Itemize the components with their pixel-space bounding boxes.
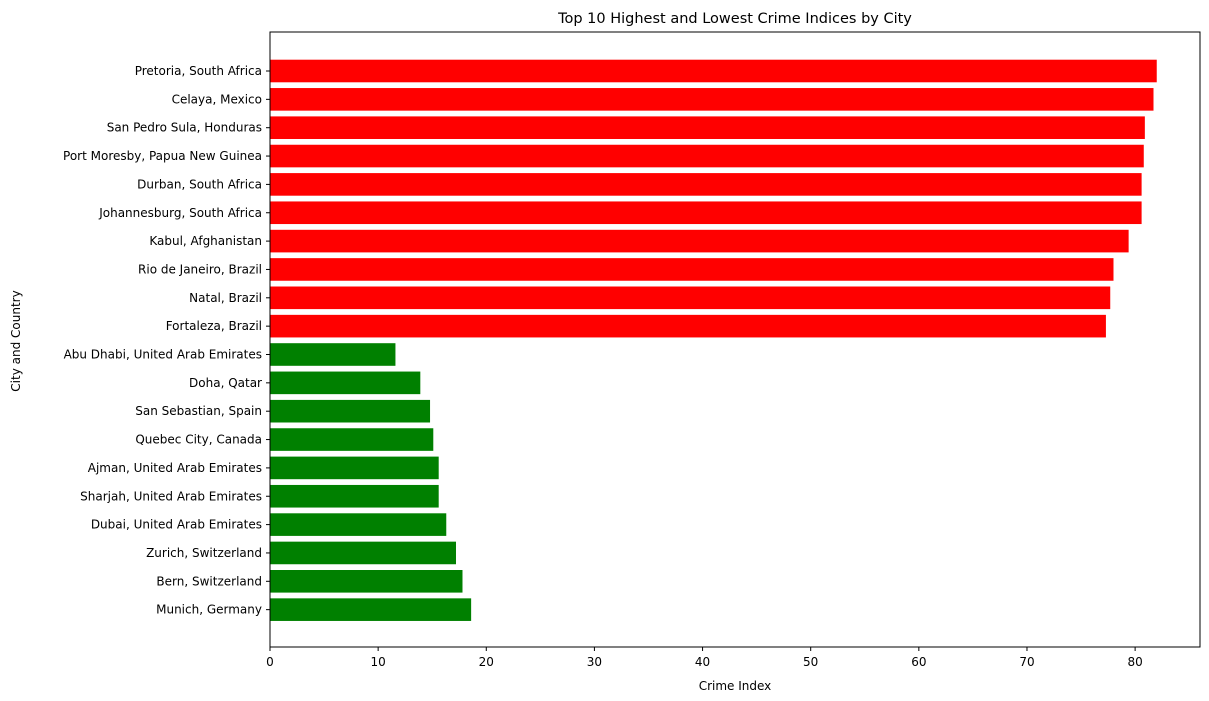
bar-high bbox=[270, 258, 1114, 281]
chart-title: Top 10 Highest and Lowest Crime Indices … bbox=[557, 11, 912, 27]
x-axis-title: Crime Index bbox=[699, 679, 772, 693]
y-tick-label: Ajman, United Arab Emirates bbox=[88, 461, 262, 475]
x-tick-label: 20 bbox=[479, 655, 494, 669]
x-tick-label: 80 bbox=[1127, 655, 1142, 669]
bar-low bbox=[270, 343, 396, 366]
x-tick-label: 50 bbox=[803, 655, 818, 669]
bar-high bbox=[270, 144, 1144, 168]
y-tick-label: Doha, Qatar bbox=[189, 376, 262, 390]
bar-low bbox=[270, 428, 434, 451]
y-tick-label: San Sebastian, Spain bbox=[135, 404, 262, 418]
y-tick-label: Munich, Germany bbox=[156, 603, 262, 617]
bars-group bbox=[270, 59, 1157, 621]
y-axis-title: City and Country bbox=[9, 290, 23, 391]
y-tick-label: Port Moresby, Papua New Guinea bbox=[63, 149, 262, 163]
bar-low bbox=[270, 484, 439, 508]
bar-low bbox=[270, 513, 447, 536]
y-tick-label: Rio de Janeiro, Brazil bbox=[138, 262, 262, 276]
x-axis-ticks: 0 10 20 30 40 50 60 70 80 bbox=[266, 647, 1143, 669]
y-axis-ticks: Pretoria, South Africa Celaya, Mexico San … bbox=[63, 64, 270, 617]
y-tick-label: Johannesburg, South Africa bbox=[98, 206, 262, 220]
x-tick-label: 0 bbox=[266, 655, 274, 669]
y-tick-label: Pretoria, South Africa bbox=[135, 64, 262, 78]
y-tick-label: Sharjah, United Arab Emirates bbox=[80, 489, 262, 503]
y-tick-label: Kabul, Afghanistan bbox=[149, 234, 262, 248]
y-tick-label: Bern, Switzerland bbox=[156, 574, 262, 588]
y-tick-label: San Pedro Sula, Honduras bbox=[107, 121, 262, 135]
y-tick-label: Celaya, Mexico bbox=[172, 92, 262, 106]
bar-low bbox=[270, 598, 472, 621]
y-tick-label: Durban, South Africa bbox=[137, 177, 262, 191]
x-tick-label: 10 bbox=[370, 655, 385, 669]
bar-low bbox=[270, 399, 431, 423]
y-tick-label: Dubai, United Arab Emirates bbox=[91, 518, 262, 532]
y-tick-label: Quebec City, Canada bbox=[135, 433, 262, 447]
bar-high bbox=[270, 201, 1142, 225]
bar-high bbox=[270, 314, 1106, 338]
bar-low bbox=[270, 541, 456, 565]
y-tick-label: Fortaleza, Brazil bbox=[166, 319, 262, 333]
bar-low bbox=[270, 456, 439, 480]
x-tick-label: 40 bbox=[695, 655, 710, 669]
x-tick-label: 60 bbox=[911, 655, 926, 669]
x-tick-label: 70 bbox=[1019, 655, 1034, 669]
bar-high bbox=[270, 173, 1142, 196]
bar-high bbox=[270, 88, 1154, 111]
y-tick-label: Abu Dhabi, United Arab Emirates bbox=[64, 348, 262, 362]
plot-frame bbox=[269, 31, 1201, 648]
bar-high bbox=[270, 229, 1129, 253]
y-tick-label: Natal, Brazil bbox=[189, 291, 262, 305]
bar-low bbox=[270, 371, 421, 395]
y-tick-label: Zurich, Switzerland bbox=[146, 546, 262, 560]
x-tick-label: 30 bbox=[587, 655, 602, 669]
bar-high bbox=[270, 59, 1157, 83]
bar-low bbox=[270, 570, 463, 593]
bar-high bbox=[270, 286, 1111, 310]
bar-high bbox=[270, 116, 1145, 139]
